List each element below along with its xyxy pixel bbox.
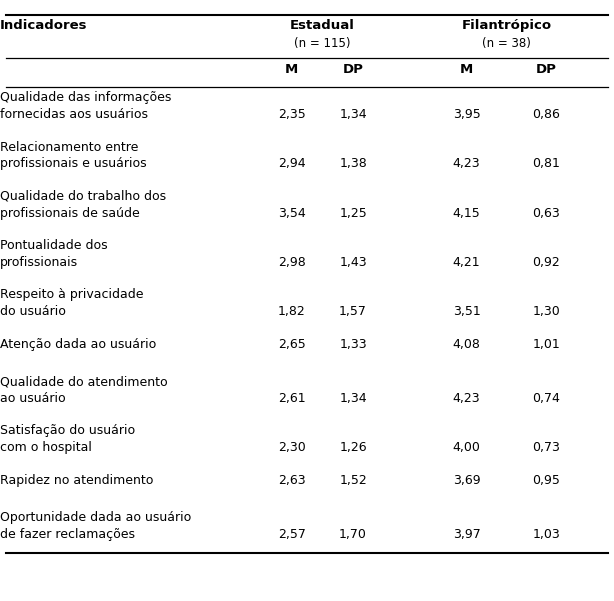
Text: 4,15: 4,15 — [453, 207, 481, 220]
Text: 0,73: 0,73 — [532, 441, 561, 454]
Text: 3,97: 3,97 — [453, 528, 481, 541]
Text: 0,95: 0,95 — [532, 474, 561, 487]
Text: 0,92: 0,92 — [532, 256, 561, 269]
Text: 2,65: 2,65 — [278, 338, 306, 351]
Text: 4,23: 4,23 — [453, 157, 480, 171]
Text: (n = 38): (n = 38) — [482, 37, 531, 50]
Text: Qualidade do trabalho dos: Qualidade do trabalho dos — [0, 190, 166, 203]
Text: 1,30: 1,30 — [532, 305, 561, 319]
Text: Estadual: Estadual — [290, 19, 355, 32]
Text: Atenção dada ao usuário: Atenção dada ao usuário — [0, 338, 156, 351]
Text: 3,51: 3,51 — [453, 305, 481, 319]
Text: DP: DP — [536, 63, 557, 76]
Text: 2,30: 2,30 — [278, 441, 306, 454]
Text: do usuário: do usuário — [0, 305, 66, 319]
Text: profissionais e usuários: profissionais e usuários — [0, 157, 147, 171]
Text: 1,26: 1,26 — [340, 441, 367, 454]
Text: 1,25: 1,25 — [339, 207, 367, 220]
Text: fornecidas aos usuários: fornecidas aos usuários — [0, 108, 148, 121]
Text: 2,94: 2,94 — [278, 157, 305, 171]
Text: 1,03: 1,03 — [532, 528, 561, 541]
Text: 0,74: 0,74 — [532, 392, 561, 405]
Text: Satisfação do usuário: Satisfação do usuário — [0, 424, 135, 438]
Text: 4,23: 4,23 — [453, 392, 480, 405]
Text: Pontualidade dos: Pontualidade dos — [0, 239, 107, 252]
Text: 2,61: 2,61 — [278, 392, 305, 405]
Text: 2,63: 2,63 — [278, 474, 305, 487]
Text: com o hospital: com o hospital — [0, 441, 92, 454]
Text: 2,35: 2,35 — [278, 108, 306, 121]
Text: profissionais de saúde: profissionais de saúde — [0, 207, 140, 220]
Text: Respeito à privacidade: Respeito à privacidade — [0, 288, 144, 302]
Text: 1,52: 1,52 — [339, 474, 367, 487]
Text: 0,86: 0,86 — [532, 108, 561, 121]
Text: 4,00: 4,00 — [453, 441, 481, 454]
Text: Oportunidade dada ao usuário: Oportunidade dada ao usuário — [0, 511, 191, 524]
Text: 1,43: 1,43 — [340, 256, 367, 269]
Text: de fazer reclamações: de fazer reclamações — [0, 528, 135, 541]
Text: DP: DP — [343, 63, 363, 76]
Text: 1,82: 1,82 — [278, 305, 306, 319]
Text: 4,21: 4,21 — [453, 256, 480, 269]
Text: M: M — [460, 63, 473, 76]
Text: 2,57: 2,57 — [278, 528, 306, 541]
Text: 3,95: 3,95 — [453, 108, 481, 121]
Text: 1,33: 1,33 — [340, 338, 367, 351]
Text: Relacionamento entre: Relacionamento entre — [0, 141, 138, 154]
Text: 1,70: 1,70 — [339, 528, 367, 541]
Text: 1,34: 1,34 — [340, 108, 367, 121]
Text: 1,01: 1,01 — [532, 338, 561, 351]
Text: ao usuário: ao usuário — [0, 392, 66, 405]
Text: Indicadores: Indicadores — [0, 19, 88, 32]
Text: 0,81: 0,81 — [532, 157, 561, 171]
Text: Qualidade do atendimento: Qualidade do atendimento — [0, 375, 168, 388]
Text: M: M — [285, 63, 298, 76]
Text: 1,34: 1,34 — [340, 392, 367, 405]
Text: 3,69: 3,69 — [453, 474, 480, 487]
Text: Rapidez no atendimento: Rapidez no atendimento — [0, 474, 154, 487]
Text: profissionais: profissionais — [0, 256, 78, 269]
Text: 1,57: 1,57 — [339, 305, 367, 319]
Text: Filantrópico: Filantrópico — [462, 19, 551, 32]
Text: (n = 115): (n = 115) — [294, 37, 351, 50]
Text: Qualidade das informações: Qualidade das informações — [0, 91, 171, 105]
Text: 1,38: 1,38 — [339, 157, 367, 171]
Text: 2,98: 2,98 — [278, 256, 306, 269]
Text: 0,63: 0,63 — [532, 207, 561, 220]
Text: 4,08: 4,08 — [453, 338, 481, 351]
Text: 3,54: 3,54 — [278, 207, 306, 220]
